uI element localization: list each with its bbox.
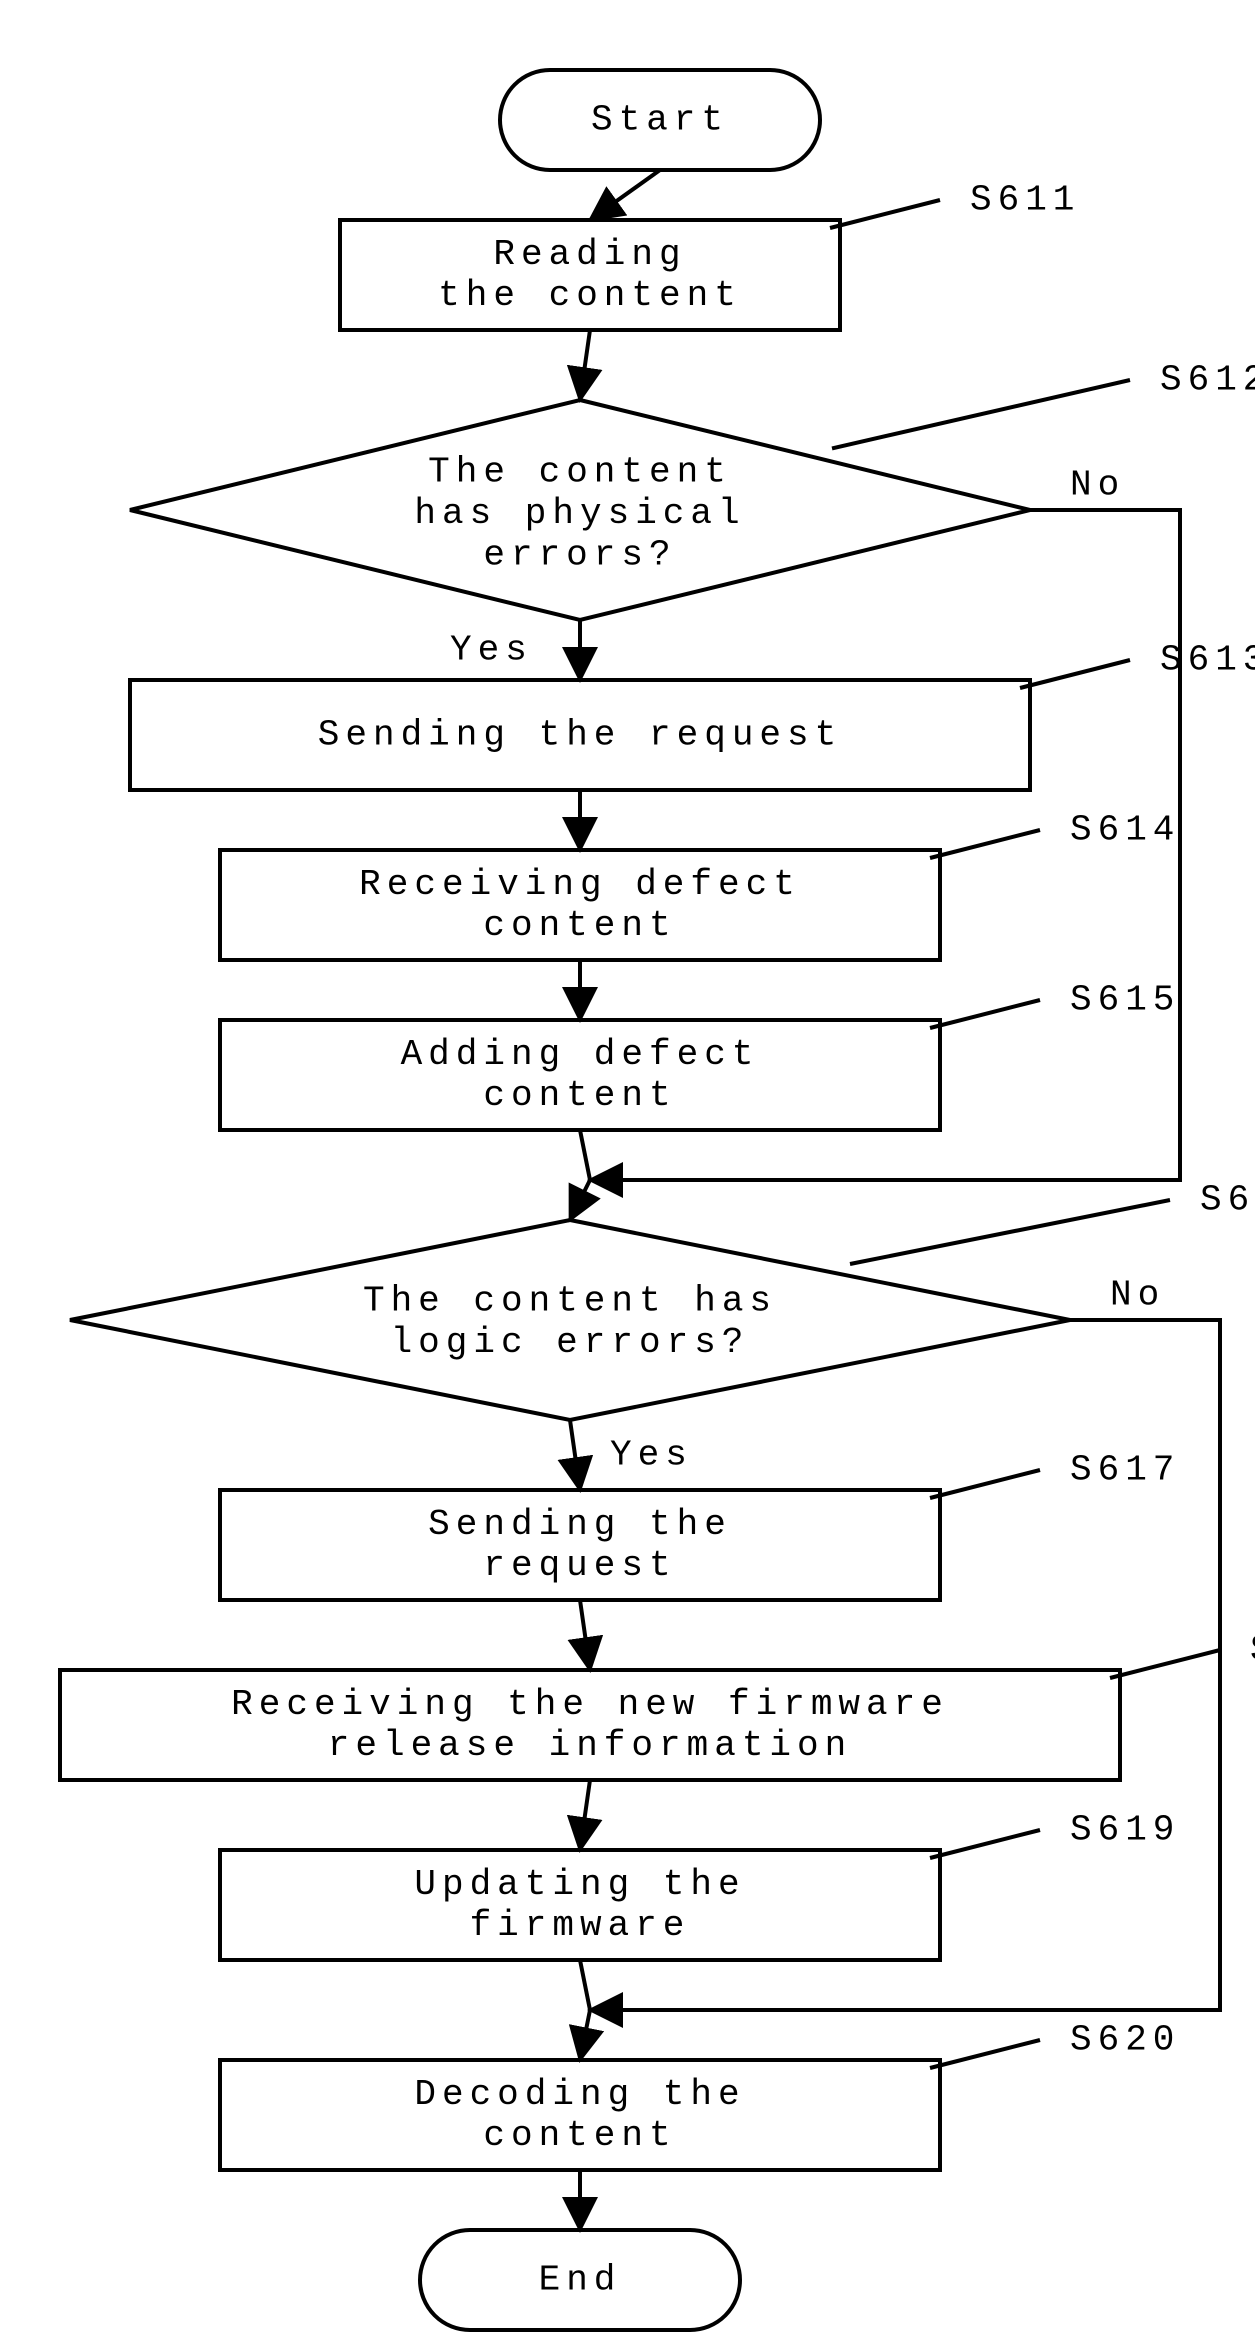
svg-text:firmware: firmware	[470, 1905, 691, 1946]
svg-text:No: No	[1070, 465, 1125, 506]
svg-text:S619: S619	[1070, 1810, 1180, 1851]
svg-text:S616: S616	[1200, 1180, 1255, 1221]
svg-text:Decoding the: Decoding the	[414, 2074, 745, 2115]
svg-text:Sending the: Sending the	[428, 1504, 732, 1545]
svg-text:S611: S611	[970, 180, 1080, 221]
svg-text:content: content	[483, 1075, 676, 1116]
svg-text:the content: the content	[438, 275, 742, 316]
svg-text:Start: Start	[591, 100, 729, 141]
svg-text:S613: S613	[1160, 640, 1255, 681]
svg-text:Updating the: Updating the	[414, 1864, 745, 1905]
svg-text:S615: S615	[1070, 980, 1180, 1021]
svg-text:Receiving the new firmware: Receiving the new firmware	[231, 1684, 949, 1725]
svg-text:Sending the request: Sending the request	[318, 715, 842, 756]
node-s619: Updating thefirmware S619	[220, 1810, 1180, 1960]
node-s620: Decoding thecontent S620	[220, 2020, 1180, 2170]
svg-text:The content: The content	[428, 452, 732, 493]
node-s618: Receiving the new firmwarerelease inform…	[60, 1630, 1255, 1780]
svg-text:content: content	[483, 905, 676, 946]
svg-text:Reading: Reading	[493, 234, 686, 275]
node-start: Start	[500, 70, 820, 170]
svg-text:Yes: Yes	[450, 630, 533, 671]
svg-text:logic errors?: logic errors?	[391, 1322, 750, 1363]
svg-text:content: content	[483, 2115, 676, 2156]
svg-text:S612: S612	[1160, 360, 1255, 401]
node-s615: Adding defectcontent S615	[220, 980, 1180, 1130]
svg-text:End: End	[539, 2260, 622, 2301]
svg-text:No: No	[1110, 1275, 1165, 1316]
svg-text:Adding defect: Adding defect	[401, 1034, 760, 1075]
svg-text:S620: S620	[1070, 2020, 1180, 2061]
flowchart: Start Readingthe content S611 The contentha…	[0, 0, 1255, 2348]
node-end: End	[420, 2230, 740, 2330]
svg-text:errors?: errors?	[483, 535, 676, 576]
svg-text:S614: S614	[1070, 810, 1180, 851]
svg-text:has physical: has physical	[414, 493, 745, 534]
svg-text:The content has: The content has	[363, 1281, 777, 1322]
svg-text:Yes: Yes	[610, 1435, 693, 1476]
node-s616: The content haslogic errors? S616	[70, 1180, 1255, 1420]
node-s617: Sending therequest S617	[220, 1450, 1180, 1600]
svg-text:Receiving defect: Receiving defect	[359, 864, 801, 905]
svg-text:S618: S618	[1250, 1630, 1255, 1671]
svg-text:S617: S617	[1070, 1450, 1180, 1491]
node-s614: Receiving defectcontent S614	[220, 810, 1180, 960]
node-s613: Sending the request S613	[130, 640, 1255, 790]
svg-text:request: request	[483, 1545, 676, 1586]
svg-text:release information: release information	[328, 1725, 852, 1766]
node-s611: Readingthe content S611	[340, 180, 1080, 330]
